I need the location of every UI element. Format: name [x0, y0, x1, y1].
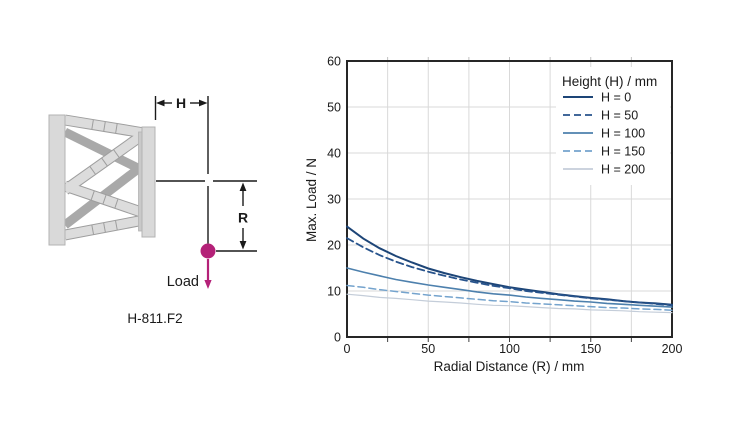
y-tick-label: 10 — [327, 285, 341, 299]
y-tick-label: 20 — [327, 239, 341, 253]
y-axis-title: Max. Load / N — [304, 158, 319, 242]
y-tick-label: 50 — [327, 101, 341, 115]
strut-joints — [89, 119, 120, 235]
dim-label-r: R — [238, 210, 248, 226]
chart-curves — [346, 225, 673, 314]
dim-label-h: H — [176, 95, 186, 111]
x-axis-title: Radial Distance (R) / mm — [434, 359, 585, 374]
legend-background — [556, 67, 670, 185]
x-tick-label: 50 — [421, 342, 435, 356]
chart-tick-labels: 0 10 20 30 40 50 60 0 50 100 150 200 — [327, 55, 682, 357]
x-tick-label: 0 — [344, 342, 351, 356]
model-label: H-811.F2 — [127, 311, 182, 326]
legend-label-h-0: H = 0 — [601, 91, 631, 105]
arrowhead-down-icon — [239, 241, 247, 250]
base-plate — [48, 114, 66, 246]
platform-plate — [141, 126, 156, 238]
dimension-lines — [154, 96, 257, 252]
series-line-h-100 — [346, 267, 673, 308]
legend-label-h-200: H = 200 — [601, 163, 645, 177]
x-tick-label: 100 — [499, 342, 520, 356]
legend-label-h-150: H = 150 — [601, 145, 645, 159]
hexapod-diagram: H R Load H-811.F2 — [48, 95, 257, 326]
dimension-arrowheads — [156, 99, 247, 250]
chart-legend: Height (H) / mm H = 0 H = 50 H = 100 H = 150… — [556, 67, 670, 185]
load-chart: 0 10 20 30 40 50 60 0 50 100 150 200 Height (H) / m… — [304, 55, 682, 375]
y-tick-label: 0 — [334, 331, 341, 345]
load-label: Load — [167, 274, 199, 290]
legend-title: Height (H) / mm — [562, 74, 657, 89]
plot-border — [346, 60, 673, 338]
arrowhead-left-icon — [156, 99, 165, 107]
x-tick-label: 150 — [580, 342, 601, 356]
arrowhead-right-icon — [199, 99, 208, 107]
load-arrow-icon — [204, 280, 212, 289]
x-tick-label: 200 — [662, 342, 683, 356]
strut-dark — [63, 127, 144, 175]
y-tick-label: 60 — [327, 55, 341, 69]
hexapod-struts — [61, 114, 148, 241]
series-line-h-50 — [346, 237, 673, 307]
chart-ticks — [387, 57, 632, 342]
y-tick-label: 40 — [327, 147, 341, 161]
arrowhead-up-icon — [239, 182, 247, 191]
series-line-h-200 — [346, 293, 673, 314]
legend-label-h-50: H = 50 — [601, 109, 638, 123]
y-tick-label: 30 — [327, 193, 341, 207]
legend-label-h-100: H = 100 — [601, 127, 645, 141]
series-line-h-150 — [346, 284, 673, 312]
load-point — [200, 243, 216, 259]
